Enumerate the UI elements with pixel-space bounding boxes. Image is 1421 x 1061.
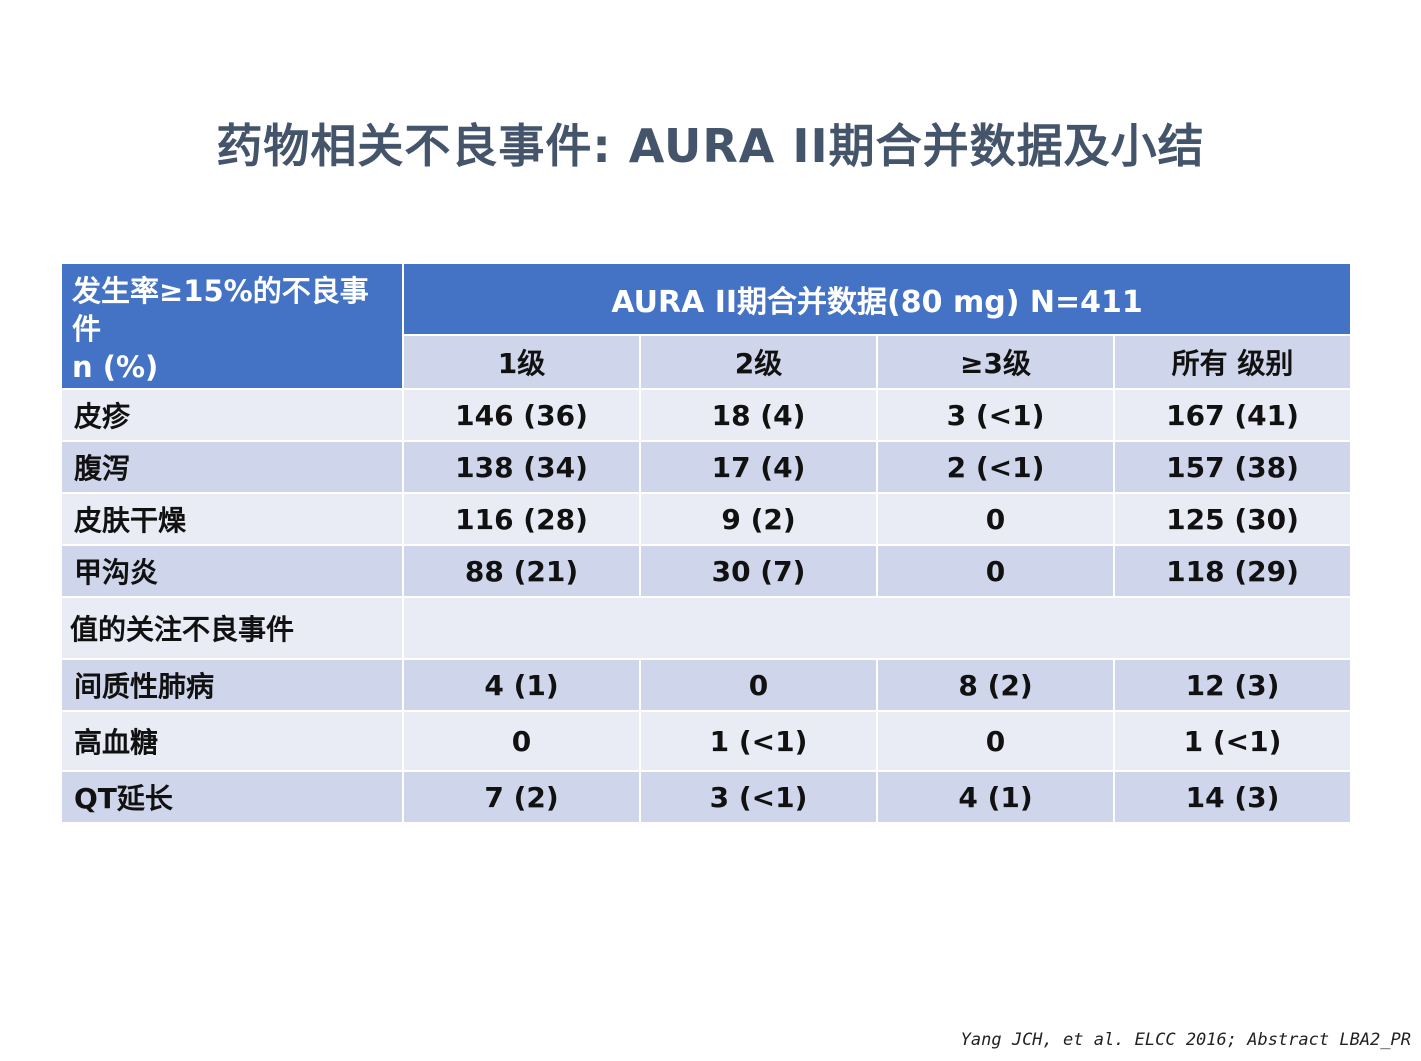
corner-header-unit: n (%)	[72, 350, 159, 384]
table-cell: 0	[402, 710, 641, 772]
table-row: 间质性肺病 4 (1) 0 8 (2) 12 (3)	[60, 658, 1353, 712]
table-cell: 18 (4)	[639, 388, 878, 442]
row-label: 腹泻	[60, 440, 404, 494]
table-cell: 157 (38)	[1112, 440, 1353, 494]
table-cell: 4 (1)	[402, 658, 641, 712]
row-label: 皮肤干燥	[60, 492, 404, 546]
table-cell: 3 (<1)	[876, 388, 1115, 442]
group-header: AURA II期合并数据(80 mg) N=411	[401, 262, 1353, 336]
table-cell: 1 (<1)	[639, 710, 878, 772]
grade-header-row: 1级 2级 ≥3级 所有 级别	[61, 334, 1353, 390]
table-cell: 138 (34)	[402, 440, 641, 494]
table-cell: 12 (3)	[1112, 658, 1353, 712]
row-label: 间质性肺病	[60, 658, 404, 712]
row-label: 甲沟炎	[60, 544, 404, 598]
table-cell: 2 (<1)	[876, 440, 1115, 494]
table-cell: 125 (30)	[1112, 492, 1353, 546]
table-cell: 4 (1)	[876, 770, 1115, 824]
table-cell: 146 (36)	[402, 388, 641, 442]
slide-title: 药物相关不良事件: AURA II期合并数据及小结	[216, 119, 1205, 173]
table-row: QT延长 7 (2) 3 (<1) 4 (1) 14 (3)	[60, 770, 1353, 824]
table-cell: 14 (3)	[1112, 770, 1353, 824]
table-cell: 0	[639, 658, 878, 712]
table-row: 皮肤干燥 116 (28) 9 (2) 0 125 (30)	[60, 492, 1353, 546]
corner-header-cell: 发生率≥15%的不良事件 n (%)	[60, 262, 404, 390]
citation: Yang JCH, et al. ELCC 2016; Abstract LBA…	[960, 1030, 1411, 1050]
table-cell: 17 (4)	[639, 440, 878, 494]
column-header-grade3plus: ≥3级	[876, 334, 1115, 390]
column-header-all-grades: 所有 级别	[1112, 334, 1353, 390]
table-cell: 1 (<1)	[1112, 710, 1353, 772]
table-cell: 8 (2)	[876, 658, 1115, 712]
table-cell: 167 (41)	[1112, 388, 1353, 442]
table-cell: 7 (2)	[402, 770, 641, 824]
table-row: 甲沟炎 88 (21) 30 (7) 0 118 (29)	[60, 544, 1353, 598]
row-label: 皮疹	[60, 388, 404, 442]
section-row: 值的关注不良事件	[60, 596, 1353, 660]
column-header-grade1: 1级	[402, 334, 641, 390]
table-cell: 88 (21)	[402, 544, 641, 598]
table-cell: 0	[876, 492, 1115, 546]
table-cell: 116 (28)	[402, 492, 641, 546]
corner-header-label: 发生率≥15%的不良事件	[72, 274, 369, 346]
table-cell: 0	[876, 710, 1115, 772]
table-cell: 3 (<1)	[639, 770, 878, 824]
section-label: 值的关注不良事件	[60, 596, 404, 660]
table-header-row: 发生率≥15%的不良事件 n (%) AURA II期合并数据(80 mg) N…	[60, 262, 1353, 390]
table-cell: 118 (29)	[1112, 544, 1353, 598]
table-row: 皮疹 146 (36) 18 (4) 3 (<1) 167 (41)	[60, 388, 1353, 442]
table-row: 腹泻 138 (34) 17 (4) 2 (<1) 157 (38)	[60, 440, 1353, 494]
row-label: QT延长	[60, 770, 404, 824]
section-spacer	[401, 596, 1353, 660]
column-header-grade2: 2级	[639, 334, 878, 390]
table-cell: 0	[876, 544, 1115, 598]
row-label: 高血糖	[60, 710, 404, 772]
table-cell: 9 (2)	[639, 492, 878, 546]
table-row: 高血糖 0 1 (<1) 0 1 (<1)	[60, 710, 1353, 772]
table-cell: 30 (7)	[639, 544, 878, 598]
adverse-events-table: 发生率≥15%的不良事件 n (%) AURA II期合并数据(80 mg) N…	[60, 262, 1353, 824]
